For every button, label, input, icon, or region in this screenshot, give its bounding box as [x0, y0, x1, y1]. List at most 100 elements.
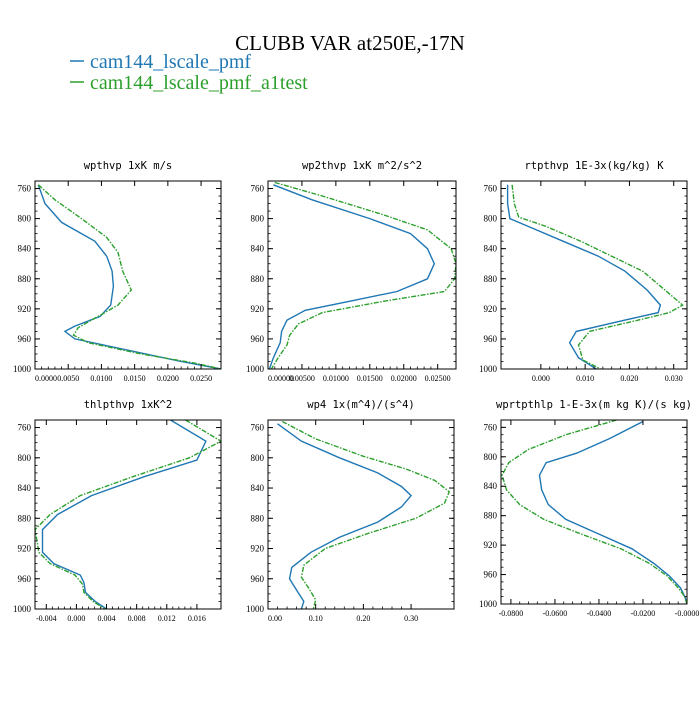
x-tick-label: 0.0050	[57, 374, 79, 383]
series-line-2	[37, 184, 221, 369]
y-tick-label: 960	[484, 334, 498, 344]
x-tick-label: 0.0100	[90, 374, 112, 383]
x-tick-label: 0.000	[67, 614, 85, 623]
series-line-1	[41, 420, 207, 609]
y-tick-label: 880	[18, 513, 32, 523]
y-tick-label: 880	[484, 274, 498, 284]
x-tick-label: 0.0150	[124, 374, 146, 383]
x-tick-label: 0.00500	[289, 374, 315, 383]
y-tick-label: 800	[18, 214, 32, 224]
x-tick-label: 0.008	[128, 614, 146, 623]
panel-title: wp2thvp 1xK m^2/s^2	[302, 160, 422, 172]
y-tick-label: 760	[484, 422, 498, 432]
plot-frame	[34, 419, 222, 610]
plot-frame	[500, 419, 688, 605]
panel-title: thlpthvp 1xK^2	[84, 399, 173, 411]
series-line-2	[35, 420, 221, 609]
y-tick-label: 840	[251, 483, 265, 493]
y-tick-label: 960	[18, 334, 32, 344]
y-tick-label: 840	[18, 483, 32, 493]
x-tick-label: 0.00000	[268, 374, 294, 383]
plot-frame	[267, 419, 455, 610]
panel-2: wp2thvp 1xK m^2/s^2 760 800 840 880 920 960 100…	[246, 160, 457, 383]
x-tick-label: 0.01000	[323, 374, 349, 383]
x-tick-label: 0.02500	[425, 374, 451, 383]
series-line-1	[538, 420, 687, 604]
x-tick-label: 0.016	[188, 614, 206, 623]
y-tick-label: 800	[18, 453, 32, 463]
x-tick-label: 0.0000	[35, 374, 57, 383]
series-line-1	[277, 423, 413, 609]
y-tick-label: 1000	[13, 364, 32, 374]
y-tick-label: 1000	[479, 364, 498, 374]
x-tick-label: -0.0200	[631, 609, 656, 618]
y-tick-label: 960	[484, 570, 498, 580]
series-line-1	[506, 184, 662, 369]
y-tick-label: 1000	[479, 599, 498, 609]
series-line-1	[37, 184, 221, 369]
y-tick-label: 800	[251, 453, 265, 463]
y-tick-label: 920	[251, 544, 265, 554]
y-tick-label: 800	[484, 214, 498, 224]
x-tick-label: -0.0600	[543, 609, 568, 618]
plot-frame	[267, 180, 457, 370]
panel-title: wp4 1x(m^4)/(s^4)	[307, 399, 414, 411]
plot-frame	[34, 180, 222, 370]
x-tick-label: 0.20	[356, 614, 370, 623]
y-tick-label: 960	[251, 334, 265, 344]
figure-title: CLUBB VAR at250E,-17N	[235, 31, 465, 55]
y-tick-label: 880	[18, 274, 32, 284]
y-tick-label: 840	[484, 244, 498, 254]
x-tick-label: 0.00	[268, 614, 282, 623]
y-tick-label: 840	[251, 244, 265, 254]
y-tick-label: 760	[18, 423, 32, 433]
panel-5: wp4 1x(m^4)/(s^4)76080084088092096010000…	[246, 399, 455, 623]
y-tick-label: 1000	[13, 604, 32, 614]
y-tick-label: 920	[484, 304, 498, 314]
panel-title: wprtpthlp 1-E-3x(m kg K)/(s kg)	[496, 399, 692, 411]
y-tick-label: 880	[251, 513, 265, 523]
x-tick-label: 0.0250	[190, 374, 212, 383]
y-tick-label: 760	[251, 184, 265, 194]
y-tick-label: 1000	[246, 604, 265, 614]
x-tick-label: 0.010	[576, 374, 594, 383]
x-tick-label: -0.004	[36, 614, 57, 623]
y-tick-label: 840	[18, 244, 32, 254]
y-tick-label: 960	[18, 574, 32, 584]
y-tick-label: 920	[251, 304, 265, 314]
x-tick-label: 0.004	[98, 614, 116, 623]
y-tick-label: 760	[484, 184, 498, 194]
x-tick-label: -0.0400	[587, 609, 612, 618]
plot-frame	[500, 180, 688, 370]
y-tick-label: 800	[484, 452, 498, 462]
y-tick-label: 760	[251, 423, 265, 433]
x-tick-label: 0.030	[665, 374, 683, 383]
y-tick-label: 960	[251, 574, 265, 584]
x-tick-label: 0.020	[620, 374, 638, 383]
x-tick-label: 0.01500	[357, 374, 383, 383]
y-tick-label: 840	[484, 481, 498, 491]
y-tick-label: 920	[18, 544, 32, 554]
x-tick-label: 0.000	[532, 374, 550, 383]
x-tick-label: 0.012	[158, 614, 176, 623]
legend: cam144_lscale_pmf cam144_lscale_pmf_a1te…	[70, 51, 308, 94]
panels: wpthvp 1xK m/s76080084088092096010000.00…	[13, 160, 699, 623]
series-line-2	[511, 184, 684, 369]
x-tick-label: -0.0800	[499, 609, 524, 618]
panel-1: wpthvp 1xK m/s76080084088092096010000.00…	[13, 160, 222, 383]
y-tick-label: 920	[18, 304, 32, 314]
series-line-1	[268, 184, 436, 369]
panel-6: wprtpthlp 1-E-3x(m kg K)/(s kg) 760 800 840…	[479, 399, 699, 618]
x-tick-label: 0.0200	[157, 374, 179, 383]
panel-3: rtpthvp 1E-3x(kg/kg) K 760 800 840 880 920 960…	[479, 160, 688, 383]
y-tick-label: 760	[18, 184, 32, 194]
series-line-2	[270, 181, 456, 369]
series-line-2	[501, 420, 687, 604]
x-tick-label: 0.10	[309, 614, 323, 623]
y-tick-label: 1000	[246, 364, 265, 374]
x-tick-label: 0.30	[404, 614, 418, 623]
legend-label-1: cam144_lscale_pmf_a1test	[90, 72, 308, 94]
panel-title: wpthvp 1xK m/s	[84, 160, 173, 172]
